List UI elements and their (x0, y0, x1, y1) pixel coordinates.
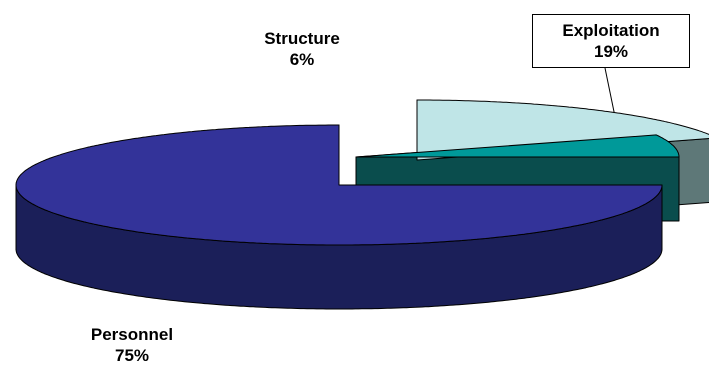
slice-label-personnel-name: Personnel (90, 325, 174, 344)
leader-lines (604, 67, 615, 113)
slice-label-structure-value: 6% (289, 50, 315, 69)
data-label-personnel: Personnel 75% (52, 324, 212, 366)
slice-exploitation (416, 99, 709, 161)
slice-label-exploitation-name: Exploitation (562, 21, 660, 40)
slice-personnel (15, 124, 663, 246)
leader-line-exploitation (604, 67, 615, 113)
pie-slices (15, 99, 709, 310)
slice-label-structure-name: Structure (264, 29, 340, 48)
slice-structure (355, 134, 680, 158)
data-label-exploitation: Exploitation 19% (532, 14, 690, 68)
data-label-structure: Structure 6% (232, 28, 372, 70)
slice-label-personnel-value: 75% (114, 346, 150, 365)
slice-label-exploitation-value: 19% (593, 42, 629, 61)
